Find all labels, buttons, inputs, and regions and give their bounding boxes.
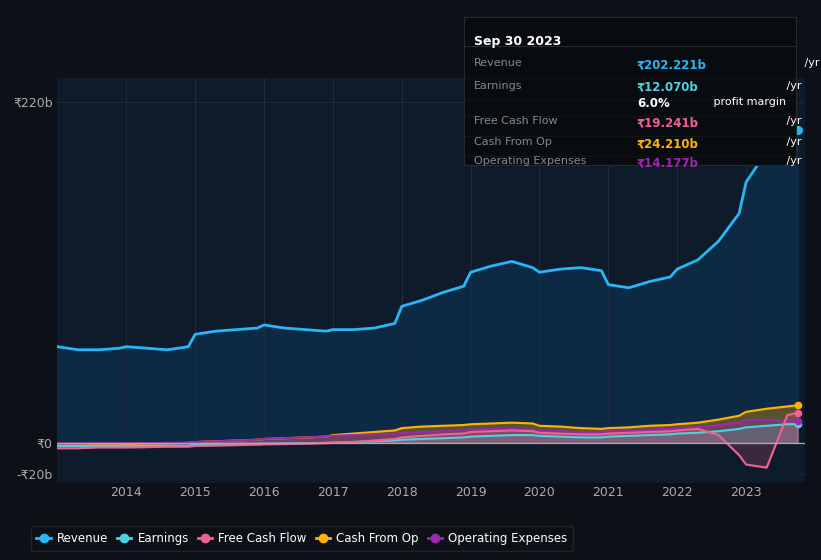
Point [791, 401, 805, 410]
Text: ₹24.210b: ₹24.210b [637, 137, 699, 150]
Text: 6.0%: 6.0% [637, 97, 669, 110]
Text: ₹14.177b: ₹14.177b [637, 156, 699, 169]
Point [791, 417, 805, 426]
Text: /yr: /yr [801, 58, 820, 68]
Text: Cash From Op: Cash From Op [474, 137, 552, 147]
Point [791, 419, 805, 428]
Text: /yr: /yr [783, 81, 801, 91]
Text: /yr: /yr [783, 116, 801, 126]
Text: /yr: /yr [783, 156, 801, 166]
Text: ₹202.221b: ₹202.221b [637, 58, 707, 71]
Text: profit margin: profit margin [710, 97, 786, 107]
Text: ₹12.070b: ₹12.070b [637, 81, 699, 94]
Point [791, 125, 805, 134]
Legend: Revenue, Earnings, Free Cash Flow, Cash From Op, Operating Expenses: Revenue, Earnings, Free Cash Flow, Cash … [30, 526, 573, 551]
Point [791, 408, 805, 417]
Text: Revenue: Revenue [474, 58, 523, 68]
Text: Sep 30 2023: Sep 30 2023 [474, 35, 562, 48]
Text: Earnings: Earnings [474, 81, 522, 91]
Text: Operating Expenses: Operating Expenses [474, 156, 586, 166]
Text: /yr: /yr [783, 137, 801, 147]
Text: ₹19.241b: ₹19.241b [637, 116, 699, 129]
Text: Free Cash Flow: Free Cash Flow [474, 116, 557, 126]
